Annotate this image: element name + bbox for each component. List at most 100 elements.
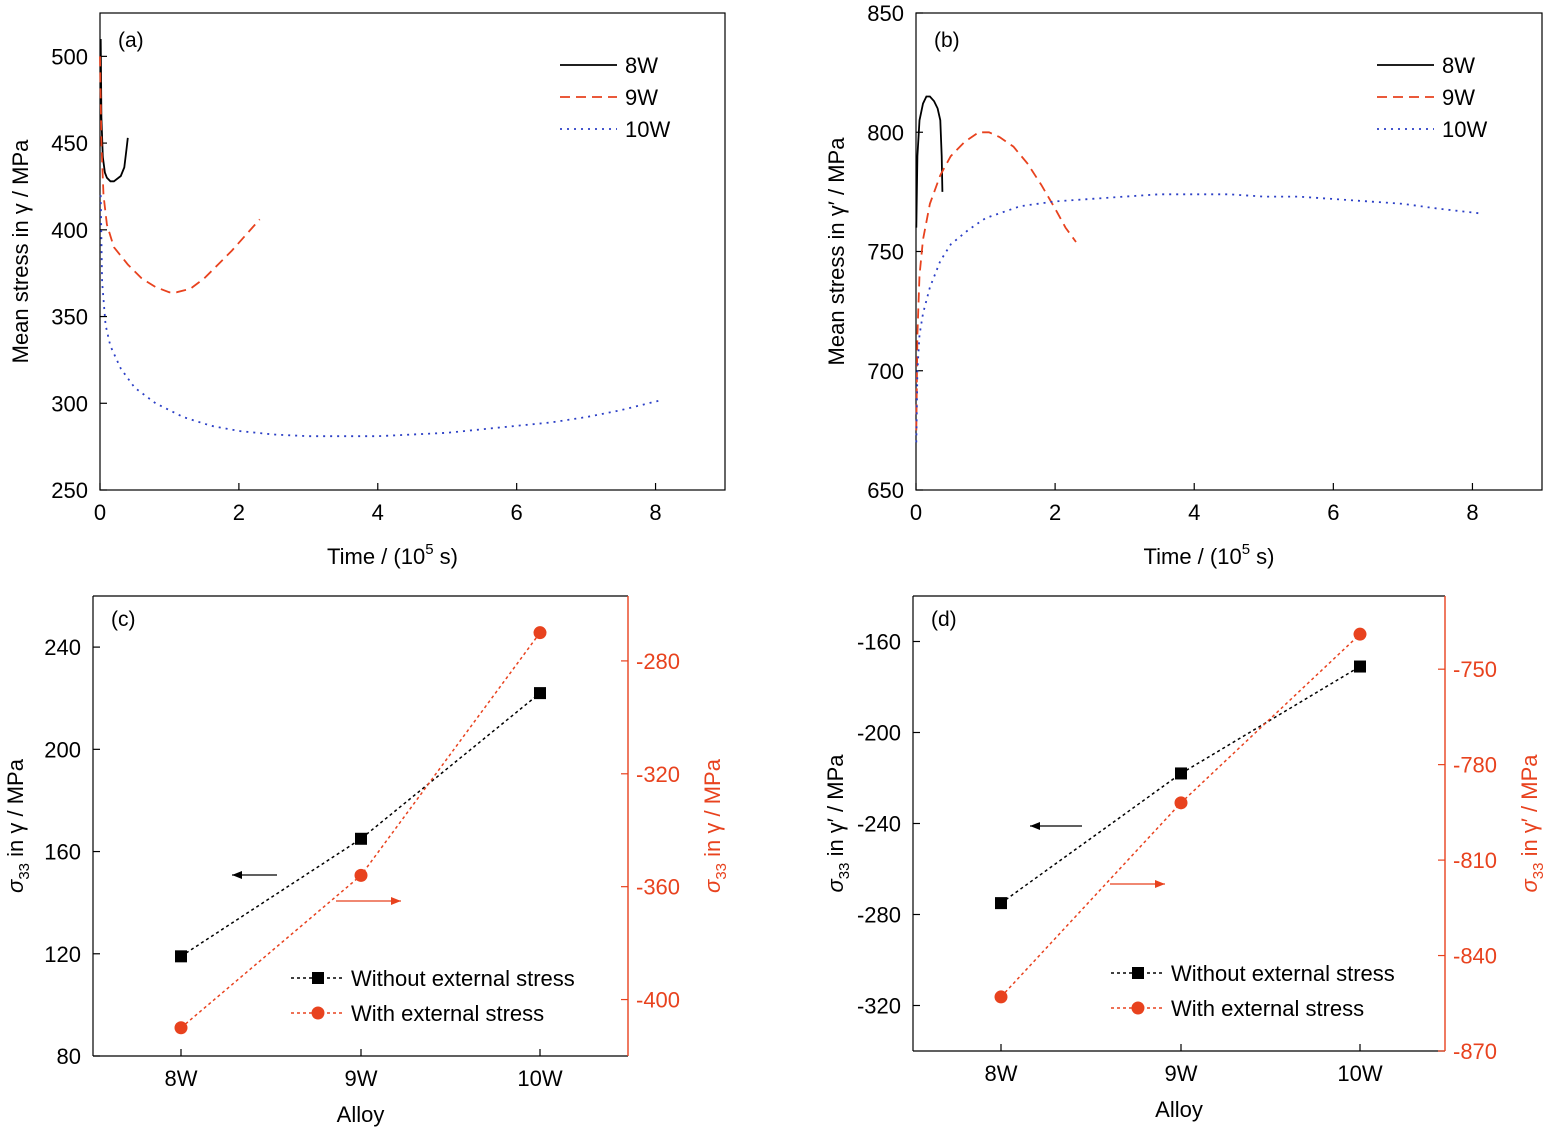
y-right-tick-label: -320 [636,762,680,787]
series-line [180,692,541,957]
x-axis-title: Alloy [1155,1097,1203,1122]
series-line [1000,665,1361,904]
y-left-tick-label: -240 [857,812,901,837]
y-right-tick-label: -870 [1453,1039,1497,1064]
y-tick-label: 350 [51,305,88,330]
legend-marker-circle [311,1006,325,1020]
y-tick-label: 800 [867,120,904,145]
data-point-circle [533,626,547,640]
y-left-axis-title: σ33 in γ / MPa [3,758,33,893]
x-tick-label: 4 [1188,500,1200,525]
data-point-circle [174,1021,188,1035]
data-point-square [1354,660,1366,673]
panel-d: 8W 9W 10W -320 -280 -240 -200 -160 -870 -840 -810 -… [823,595,1547,1122]
y-tick-label: 750 [867,240,904,265]
x-axis-title-tail: s) [434,544,458,569]
x-axis-title-tail: s) [1250,544,1274,569]
y-left-tick-label: 120 [44,942,81,967]
y-left-title-tail: in γ / MPa [3,758,28,863]
series-line-10W [99,195,663,438]
y-left-title-symbol: σ [823,879,848,893]
series-line-10W [915,193,1480,443]
left-axis-arrowhead [232,871,242,879]
y-tick-label: 650 [867,478,904,503]
x-axis-title-main: Time / (10 [1143,544,1241,569]
x-tick-label: 6 [511,500,523,525]
panel-label: (c) [111,608,136,631]
data-point-square [355,832,367,845]
y-axis-title: Mean stress in γ / MPa [8,139,33,364]
legend-label: Without external stress [1171,961,1395,986]
y-left-tick-label: 240 [44,635,81,660]
x-tick-label: 10W [517,1066,562,1091]
x-axis-title-main: Time / (10 [327,544,425,569]
data-point-square [175,950,187,963]
y-left-title-sub: 33 [836,863,853,880]
legend-marker-square [1132,967,1144,979]
legend-marker-circle [1131,1001,1145,1015]
legend-label-9W: 9W [1442,85,1475,110]
panel-c: 8W 9W 10W 80 120 160 200 240 -400 -360 -320 -280 (c)… [3,595,730,1127]
panel-label: (a) [118,29,144,52]
x-tick-label: 10W [1337,1061,1382,1086]
y-right-tick-label: -280 [636,649,680,674]
data-point-square [534,687,546,700]
panel-b: 0 2 4 6 8 650 700 750 800 850 (b) Time / (105 s) Mea… [824,1,1543,569]
x-axis-title: Time / (105 s) [1143,541,1274,569]
x-tick-label: 8 [649,500,661,525]
y-right-title-symbol: σ [700,879,725,893]
y-right-title-sub: 33 [713,863,730,880]
y-tick-label: 850 [867,1,904,26]
y-left-tick-label: 160 [44,840,81,865]
y-tick-label: 450 [51,131,88,156]
legend-label-9W: 9W [625,85,658,110]
y-left-tick-label: -280 [857,903,901,928]
x-tick-label: 0 [94,500,106,525]
y-tick-label: 700 [867,359,904,384]
data-point-circle [1174,796,1188,810]
y-right-title-symbol: σ [1517,879,1542,893]
series-line-9W [915,131,1077,431]
panel-label: (d) [931,608,957,631]
x-tick-label: 0 [910,500,922,525]
y-tick-label: 400 [51,218,88,243]
x-axis-title: Time / (105 s) [327,541,458,569]
y-right-title-tail: in γ / MPa [700,758,725,863]
y-right-tick-label: -810 [1453,848,1497,873]
y-right-tick-label: -360 [636,875,680,900]
y-right-tick-label: -400 [636,988,680,1013]
series-line-9W [99,56,261,294]
y-right-tick-label: -750 [1453,657,1497,682]
x-tick-label: 6 [1327,500,1339,525]
x-axis-title: Alloy [337,1102,385,1127]
series-line-8W [99,38,129,183]
data-point-square [995,897,1007,910]
legend-label: With external stress [1171,996,1364,1021]
y-right-tick-label: -780 [1453,753,1497,778]
x-tick-label: 8W [165,1066,198,1091]
x-tick-label: 2 [233,500,245,525]
x-axis-title-sup: 5 [1242,541,1250,558]
y-right-tick-label: -840 [1453,944,1497,969]
y-left-tick-label: 200 [44,737,81,762]
y-left-axis-title: σ33 in γ′ / MPa [823,754,853,893]
legend-label-10W: 10W [625,117,670,142]
legend-label-10W: 10W [1442,117,1487,142]
legend-label-8W: 8W [1442,53,1475,78]
y-left-tick-label: -160 [857,630,901,655]
data-point-circle [994,990,1008,1004]
y-right-title-tail: in γ′ / MPa [1517,754,1542,863]
y-left-tick-label: 80 [57,1044,81,1069]
series-line-8W [915,95,944,228]
data-point-circle [354,868,368,882]
right-axis-arrowhead [391,897,401,905]
panel-a: 0 2 4 6 8 250 300 350 400 450 500 (a) Time / (105 s)… [8,12,726,569]
legend-label: With external stress [351,1001,544,1026]
y-right-title-sub: 33 [1530,863,1547,880]
left-axis-arrowhead [1030,822,1040,830]
y-tick-label: 500 [51,44,88,69]
x-axis-title-sup: 5 [425,541,433,558]
x-tick-label: 9W [1165,1061,1198,1086]
plot-frame [99,12,726,491]
